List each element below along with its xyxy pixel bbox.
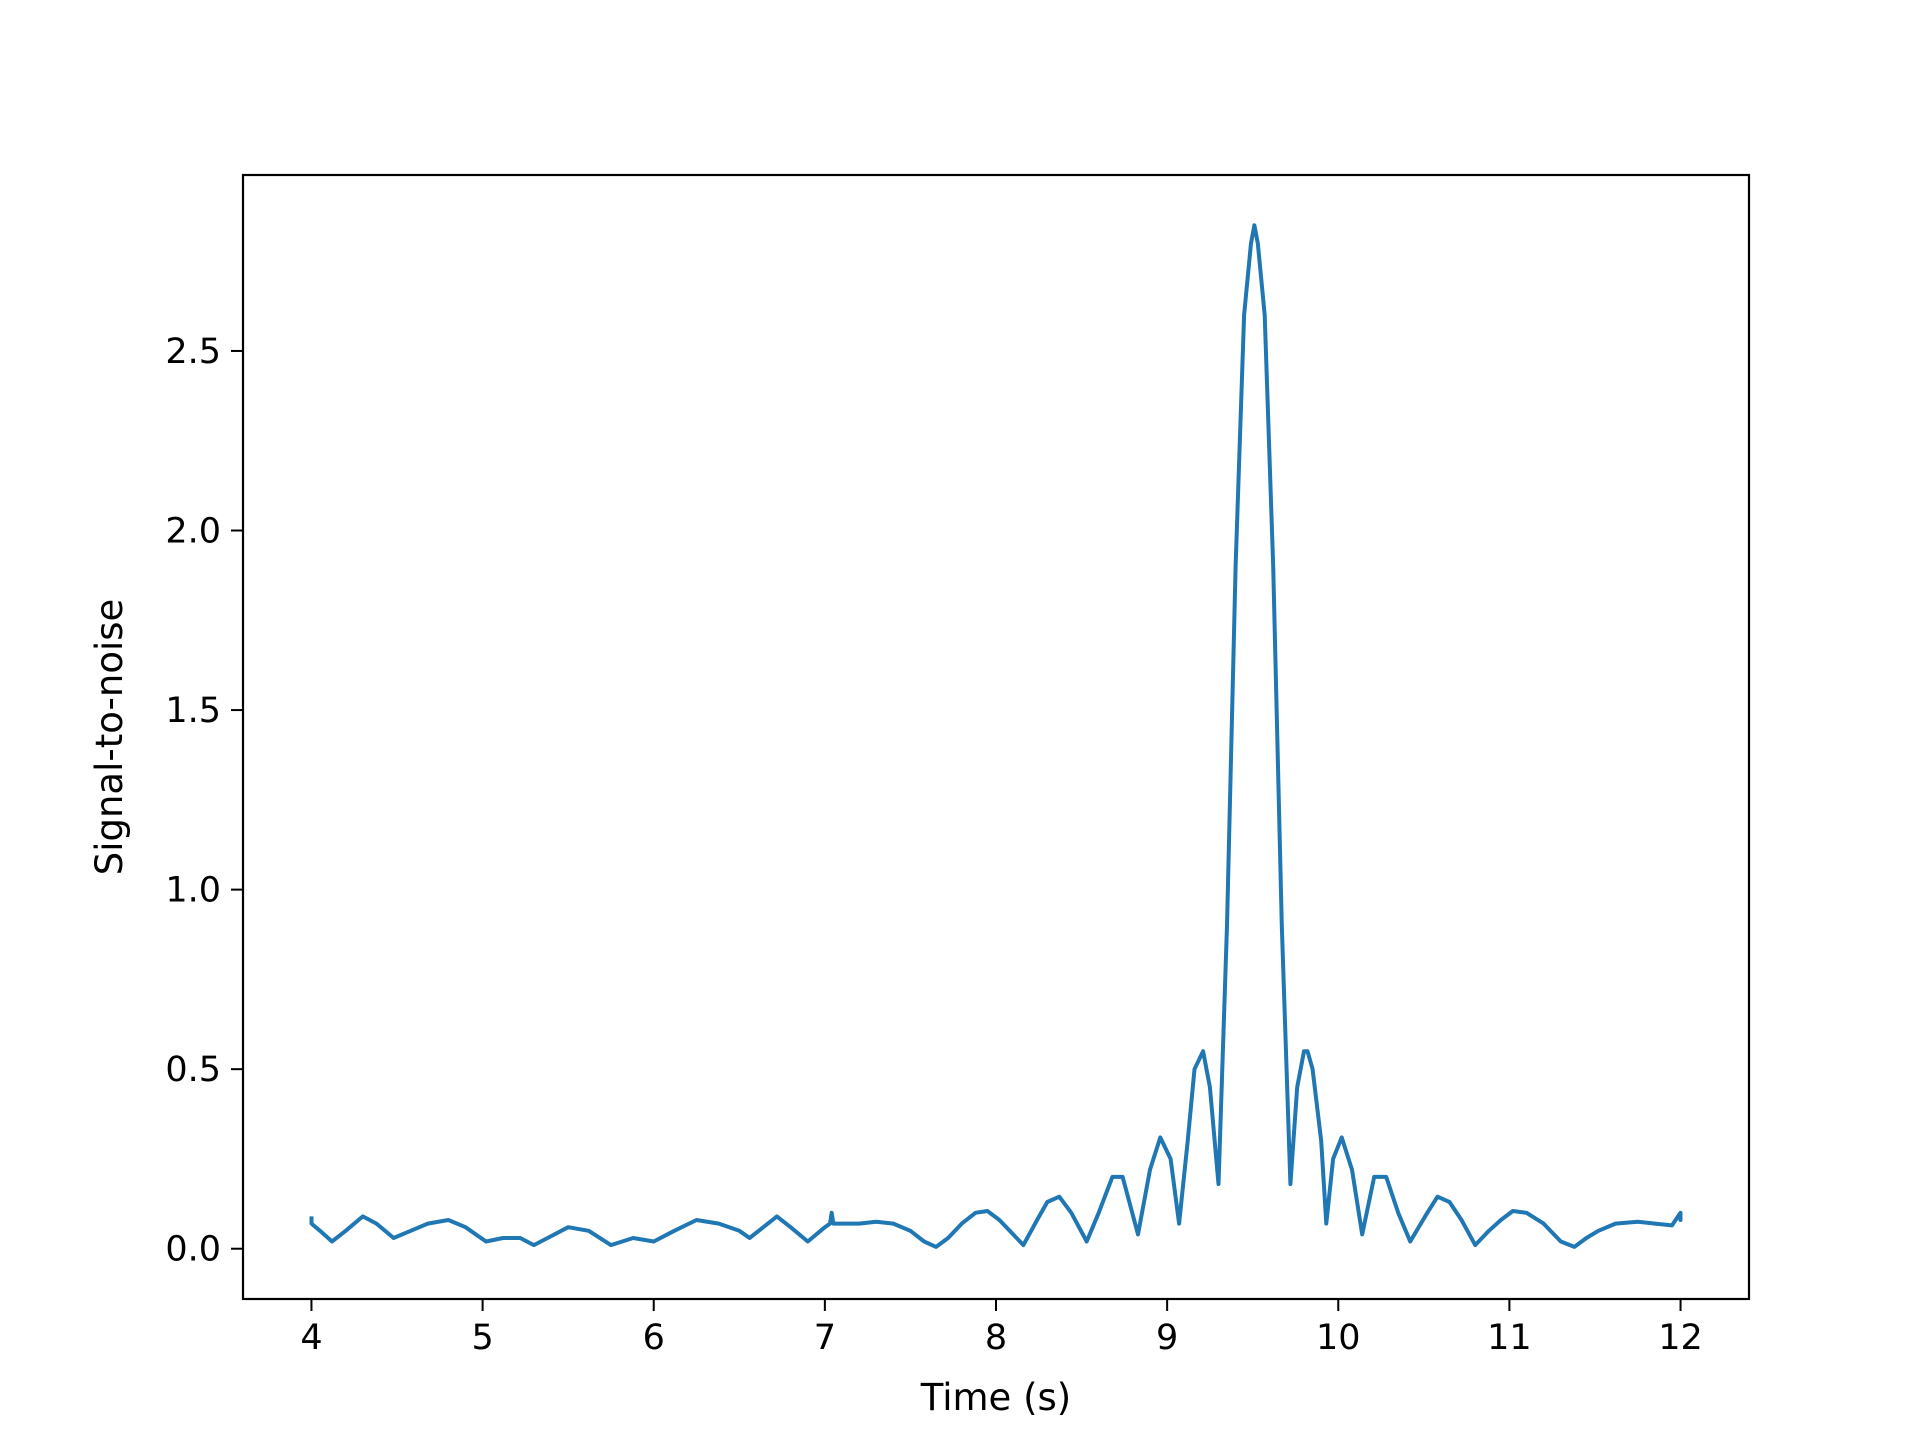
x-tick-label: 7: [814, 1318, 836, 1358]
x-tick-label: 9: [1156, 1318, 1178, 1358]
x-axis-label: Time (s): [920, 1376, 1071, 1419]
x-tick-label: 8: [985, 1318, 1007, 1358]
y-tick-label: 0.0: [165, 1230, 221, 1270]
y-tick-label: 2.0: [165, 512, 221, 552]
y-tick-label: 1.5: [165, 691, 221, 731]
signal-to-noise-series-line: [309, 223, 1683, 1249]
x-tick-label: 5: [471, 1318, 493, 1358]
plot-area-frame: [241, 173, 1751, 1301]
x-tick-label: 6: [643, 1318, 665, 1358]
x-tick-label: 11: [1487, 1318, 1532, 1358]
x-axis: 4 5 6 7 8 9 10 11 12: [300, 1299, 1703, 1358]
x-tick-label: 12: [1658, 1318, 1703, 1358]
y-axis-label: Signal-to-noise: [88, 599, 131, 876]
x-tick-label: 10: [1316, 1318, 1361, 1358]
x-tick-label: 4: [300, 1318, 322, 1358]
y-axis: 0.0 0.5 1.0 1.5 2.0 2.5: [165, 332, 243, 1270]
y-tick-label: 0.5: [165, 1050, 221, 1090]
y-tick-label: 1.0: [165, 871, 221, 911]
y-tick-label: 2.5: [165, 332, 221, 372]
